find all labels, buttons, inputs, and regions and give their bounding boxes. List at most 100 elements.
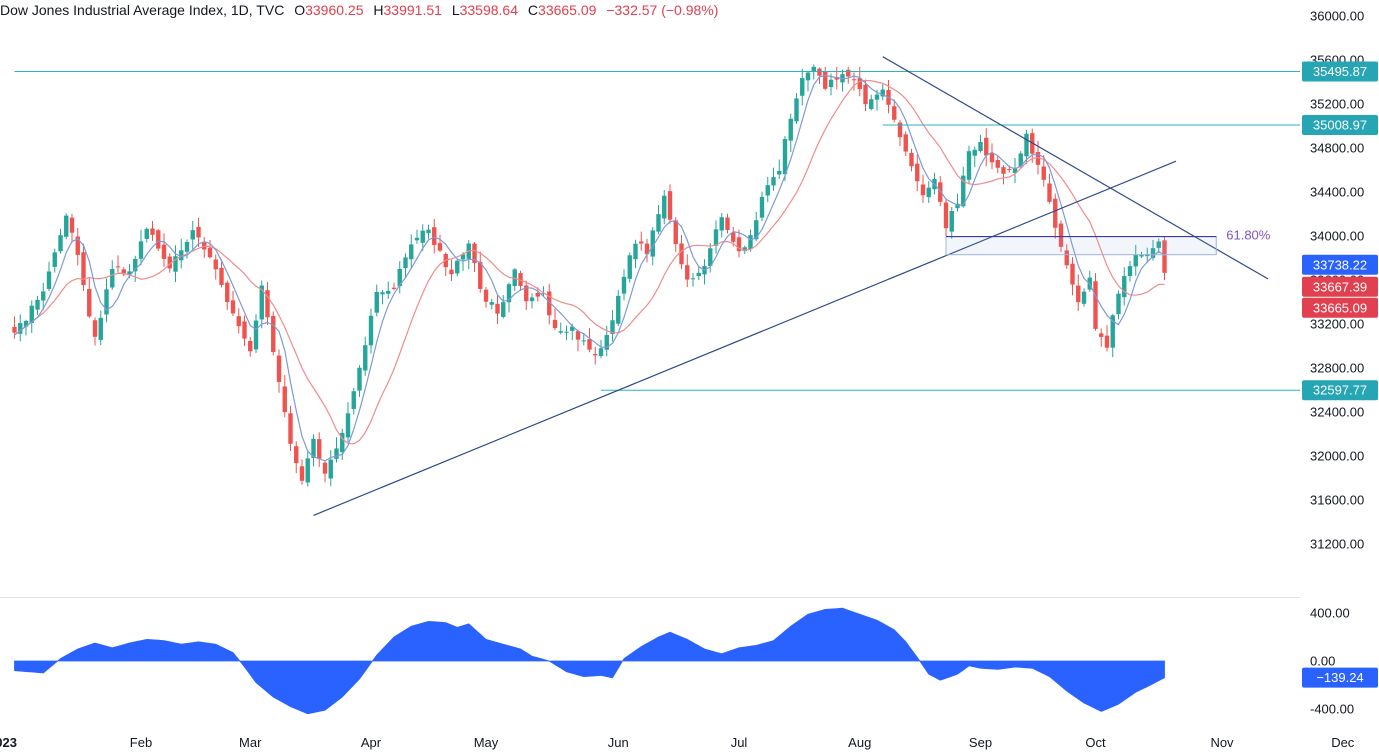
high-label: H bbox=[373, 2, 384, 18]
candle-body bbox=[1093, 281, 1098, 329]
candle-body bbox=[380, 292, 385, 295]
candle-body bbox=[41, 291, 46, 301]
price-axis-tick-5: 34000.00 bbox=[1310, 229, 1364, 244]
candle-body bbox=[564, 331, 569, 333]
price-axis-tick-8: 32800.00 bbox=[1310, 361, 1364, 376]
candle-body bbox=[386, 290, 391, 294]
candle-body bbox=[345, 413, 351, 438]
price-axis-tick-7: 33200.00 bbox=[1310, 317, 1364, 332]
candle-body bbox=[524, 285, 529, 302]
candle-body bbox=[995, 159, 1000, 168]
price-axis-tick-9: 32400.00 bbox=[1310, 405, 1364, 420]
candle-body bbox=[794, 98, 799, 122]
candle-body bbox=[368, 315, 374, 346]
candle-body bbox=[765, 185, 770, 196]
candle-body bbox=[541, 293, 546, 295]
candle-body bbox=[299, 466, 305, 481]
candle-body bbox=[18, 323, 23, 334]
price-badge-2: 33665.09 bbox=[1313, 300, 1367, 315]
candle-body bbox=[311, 438, 316, 458]
open-value: 33960.25 bbox=[305, 2, 364, 18]
candle-body bbox=[207, 247, 213, 258]
oscillator-axis-tick-1: 0.00 bbox=[1310, 654, 1335, 669]
candle-body bbox=[1064, 250, 1069, 266]
time-axis-tick-5: Jun bbox=[608, 735, 629, 750]
candle-body bbox=[12, 326, 17, 333]
candle-body bbox=[472, 243, 477, 263]
candle-body bbox=[1099, 333, 1104, 337]
oscillator-axis-tick-2: -400.00 bbox=[1310, 702, 1354, 717]
candle-body bbox=[64, 215, 69, 237]
candle-body bbox=[449, 269, 454, 275]
oscillator-last-badge: −139.24 bbox=[1316, 670, 1363, 685]
level-badge-1: 35008.97 bbox=[1313, 118, 1367, 133]
price-axis-tick-0: 36000.00 bbox=[1310, 9, 1364, 24]
candle-body bbox=[593, 353, 598, 356]
candle-body bbox=[1001, 167, 1006, 174]
candle-body bbox=[616, 295, 621, 324]
candle-body bbox=[610, 320, 615, 335]
time-axis-tick-11: Dec bbox=[1331, 735, 1355, 750]
candle-body bbox=[23, 320, 29, 327]
candle-body bbox=[144, 228, 149, 239]
candle-body bbox=[150, 228, 155, 235]
high-value: 33991.51 bbox=[383, 2, 442, 18]
candle-body bbox=[478, 261, 483, 289]
candle-body bbox=[575, 331, 581, 340]
open-label: O bbox=[294, 2, 306, 18]
candle-body bbox=[731, 232, 736, 242]
candle-body bbox=[1081, 291, 1087, 304]
candle-body bbox=[696, 272, 701, 277]
time-axis-tick-7: Aug bbox=[848, 735, 871, 750]
candle-body bbox=[662, 195, 667, 219]
candle-body bbox=[230, 300, 236, 314]
price-axis-tick-4: 34400.00 bbox=[1310, 185, 1364, 200]
candle-body bbox=[397, 268, 402, 287]
candle-body bbox=[104, 289, 109, 315]
candle-body bbox=[978, 141, 983, 152]
candle-body bbox=[926, 187, 931, 198]
price-badge-1: 33667.39 bbox=[1313, 279, 1367, 294]
price-badge-1-bg bbox=[1302, 276, 1378, 297]
oscillator-area bbox=[14, 607, 1165, 715]
candle-body bbox=[259, 285, 264, 320]
chart-header: Dow Jones Industrial Average Index, 1D, … bbox=[0, 2, 718, 18]
price-badge-0: 33738.22 bbox=[1313, 257, 1367, 272]
candle-body bbox=[501, 302, 506, 317]
candle-body bbox=[322, 462, 328, 474]
candle-body bbox=[506, 284, 512, 303]
candle-body bbox=[857, 78, 862, 90]
time-axis-tick-8: Sep bbox=[969, 735, 992, 750]
candle-body bbox=[92, 320, 98, 337]
candle-body bbox=[248, 340, 253, 352]
candle-body bbox=[179, 250, 184, 261]
candle-body bbox=[685, 265, 690, 280]
price-axis-tick-10: 32000.00 bbox=[1310, 449, 1364, 464]
candle-body bbox=[984, 137, 989, 156]
candle-body bbox=[75, 236, 80, 255]
candle-body bbox=[805, 72, 811, 81]
candle-body bbox=[782, 139, 788, 175]
candle-body bbox=[949, 211, 954, 232]
candle-body bbox=[518, 273, 523, 286]
candle-body bbox=[633, 243, 638, 260]
low-label: L bbox=[451, 2, 460, 18]
candle-body bbox=[679, 243, 684, 265]
candle-body bbox=[483, 289, 489, 302]
candle-body bbox=[357, 367, 362, 391]
candle-body bbox=[656, 214, 661, 232]
candle-body bbox=[547, 291, 552, 316]
candle-body bbox=[880, 89, 885, 97]
trendline-1 bbox=[882, 56, 1269, 280]
candle-body bbox=[639, 241, 644, 244]
candle-body bbox=[834, 77, 839, 80]
candle-body bbox=[334, 448, 339, 459]
candle-body bbox=[788, 118, 793, 141]
price-axis-tick-12: 31200.00 bbox=[1310, 537, 1364, 552]
candle-body bbox=[581, 340, 586, 342]
candle-body bbox=[69, 217, 75, 233]
candle-body bbox=[1104, 335, 1110, 348]
candle-body bbox=[288, 413, 293, 444]
candle-body bbox=[719, 217, 724, 231]
